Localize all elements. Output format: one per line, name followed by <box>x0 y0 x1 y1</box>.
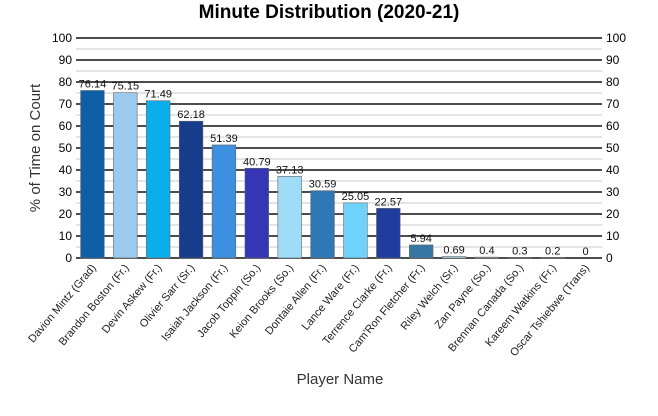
data-label: 5.94 <box>410 233 431 245</box>
data-label: 0.2 <box>545 246 560 258</box>
y-axis-label: % of Time on Court <box>27 83 44 212</box>
data-label: 75.15 <box>112 81 140 93</box>
y-tick-label-left: 10 <box>59 229 73 243</box>
y-tick-label-right: 30 <box>606 185 620 199</box>
data-label: 40.79 <box>243 156 271 168</box>
y-tick-label-left: 40 <box>59 163 73 177</box>
bar <box>211 144 237 259</box>
data-label: 51.39 <box>210 133 238 145</box>
bar <box>441 256 467 259</box>
y-tick-label-left: 30 <box>59 185 73 199</box>
y-tick-label-left: 20 <box>59 207 73 221</box>
y-axis-left: 0 10 20 30 40 50 60 70 80 90 100 <box>52 31 72 265</box>
y-tick-label-right: 70 <box>606 97 620 111</box>
y-tick-label-right: 100 <box>606 31 626 45</box>
data-label: 71.49 <box>144 89 172 101</box>
bar <box>310 190 335 259</box>
y-tick-label-left: 90 <box>59 53 73 67</box>
y-tick-label-right: 60 <box>606 119 620 133</box>
y-tick-label-right: 20 <box>606 207 620 221</box>
x-axis-label: Player Name <box>297 371 384 388</box>
y-tick-label-left: 0 <box>65 251 72 265</box>
y-tick-label-left: 50 <box>59 141 73 155</box>
data-label: 0 <box>583 246 589 258</box>
chart-title: Minute Distribution (2020-21) <box>199 2 460 23</box>
bar <box>178 120 204 259</box>
y-tick-label-right: 80 <box>606 75 620 89</box>
data-label: 0.3 <box>512 245 527 257</box>
y-tick-label-right: 40 <box>606 163 620 177</box>
bar <box>507 257 532 259</box>
bar <box>80 90 105 259</box>
data-label: 62.18 <box>177 109 205 121</box>
y-axis-right: 0 10 20 30 40 50 60 70 80 90 100 <box>606 31 626 265</box>
y-tick-label-right: 10 <box>606 229 620 243</box>
bar <box>146 100 171 259</box>
y-tick-label-left: 80 <box>59 75 73 89</box>
y-tick-label-right: 50 <box>606 141 620 155</box>
y-tick-label-right: 90 <box>606 53 620 67</box>
bar <box>113 92 138 259</box>
data-label: 22.57 <box>375 196 403 208</box>
data-label: 0.4 <box>479 245 494 257</box>
bar <box>409 244 434 259</box>
y-tick-label-left: 60 <box>59 119 73 133</box>
data-label: 25.05 <box>342 191 370 203</box>
bar <box>474 256 500 259</box>
bars <box>80 90 565 259</box>
data-label: 30.59 <box>309 179 337 191</box>
data-label: 0.69 <box>443 244 464 256</box>
y-tick-label-right: 0 <box>606 251 613 265</box>
bar <box>376 208 401 259</box>
bar <box>343 202 368 259</box>
data-label: 76.14 <box>79 78 107 90</box>
bar <box>244 167 269 259</box>
data-label: 37.13 <box>276 164 304 176</box>
y-tick-label-left: 70 <box>59 97 73 111</box>
data-labels: 76.14 75.15 71.49 62.18 51.39 40.79 37.13 30.59… <box>79 78 589 258</box>
bar <box>277 176 302 259</box>
y-tick-label-left: 100 <box>52 31 72 45</box>
